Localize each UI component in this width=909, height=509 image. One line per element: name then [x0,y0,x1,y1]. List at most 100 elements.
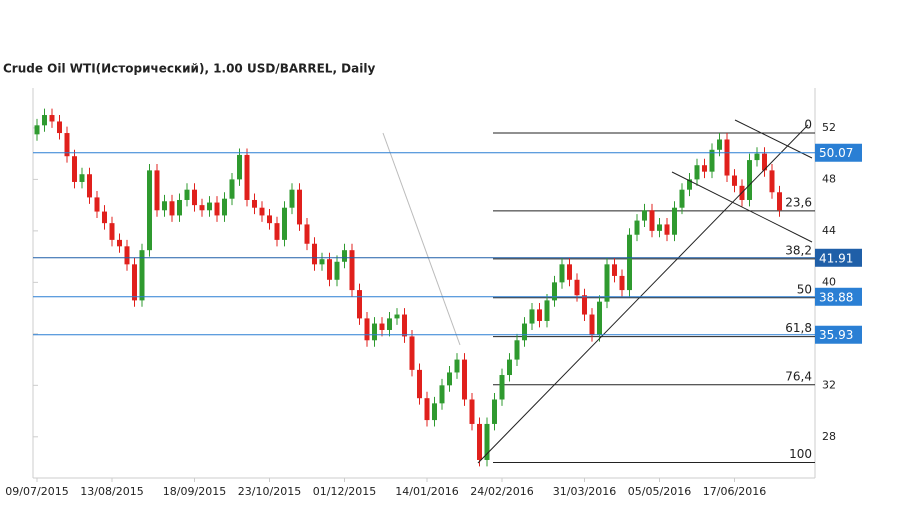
level-badge [815,143,862,162]
candle-body [612,264,617,276]
candle-body [664,224,670,235]
candle-body [207,202,212,211]
candle-body [634,220,640,235]
candle-body [439,385,445,404]
candle-body [214,202,220,216]
candle-body [139,250,145,301]
candle-body [177,199,182,216]
candle-body [64,133,70,157]
candle-body [267,215,272,224]
candle-body [79,174,85,182]
x-tick-label: 14/01/2016 [395,485,458,498]
level-label: 41.91 [819,251,853,265]
candle-body [484,423,490,460]
fib-label: 100 [789,447,812,461]
candle-body [522,323,527,341]
candle-body [102,211,107,224]
candle-body [574,279,580,296]
level-label: 35.93 [819,328,853,342]
chart-title: Crude Oil WTI(Исторический), 1.00 USD/BA… [3,62,375,76]
candle-body [619,275,625,291]
fib-label: 0 [804,118,812,132]
candle-body [147,170,152,251]
level-label: 38.88 [819,290,853,304]
y-tick-label: 52 [822,121,836,134]
candle-body [657,224,662,231]
x-tick-label: 05/05/2016 [628,485,691,498]
candle-body [109,223,115,240]
candle-body [49,115,55,122]
candle-body [342,250,347,262]
candle-body [132,264,137,301]
candle-body [724,139,730,176]
candle-body [34,125,40,135]
candle-body [259,207,265,216]
candle-body [124,246,130,265]
plot [33,108,815,482]
x-tick-label: 24/02/2016 [470,485,533,498]
candle-body [229,179,235,199]
candle-body [454,359,460,373]
fib-label: 61,8 [785,321,812,335]
candle-body [117,239,122,247]
candle-body [777,192,782,211]
candle-body [447,372,452,386]
trend-line [734,119,813,159]
candle-body [252,199,257,208]
candle-body [94,197,100,212]
candle-body [499,375,505,400]
candle-body [184,189,190,200]
candle-body [604,264,610,302]
candle-body [702,165,707,172]
candle-body [559,264,565,283]
trend-line [477,124,809,464]
candle-body [642,210,647,221]
candle-body [394,314,400,319]
candle-body [747,160,752,200]
candle-body [42,115,47,126]
candle-body [154,170,160,211]
y-tick-label: 40 [822,275,836,288]
candle-body [679,189,685,208]
y-tick-label: 48 [822,172,836,185]
candle-body [387,318,392,330]
candle-body [754,153,760,161]
candle-body [552,282,557,301]
candle-body [477,423,482,460]
fib-label: 76,4 [785,369,812,383]
candle-body [282,207,287,240]
x-tick-label: 23/10/2015 [238,485,301,498]
candle-body [334,261,340,280]
candle-body [364,318,370,341]
candle-body [312,243,317,265]
level-badge [815,248,862,267]
candle-body [769,170,775,193]
fib-label: 50 [797,282,812,296]
level-label: 50.07 [819,146,853,160]
candle-body [432,403,437,421]
candle-body [379,323,385,330]
candle-body [762,153,767,171]
candle-body [222,198,227,216]
candle-body [597,301,602,336]
candle-body [57,121,62,134]
x-tick-label: 31/03/2016 [553,485,616,498]
candle-body [199,205,205,211]
candle-body [717,139,722,150]
candle-body [304,224,310,244]
candle-body [627,234,632,291]
y-tick-label: 28 [822,430,836,443]
level-badge [815,287,862,306]
candle-body [297,189,302,225]
candle-body [372,323,377,341]
x-tick-label: 17/06/2016 [703,485,766,498]
candle-body [567,264,572,280]
level-badge [815,325,862,344]
candle-body [732,175,737,186]
candle-body [192,189,197,206]
candle-body [319,259,325,265]
candle-body [537,309,542,321]
candle-body [469,399,475,424]
candle-body [582,295,587,315]
